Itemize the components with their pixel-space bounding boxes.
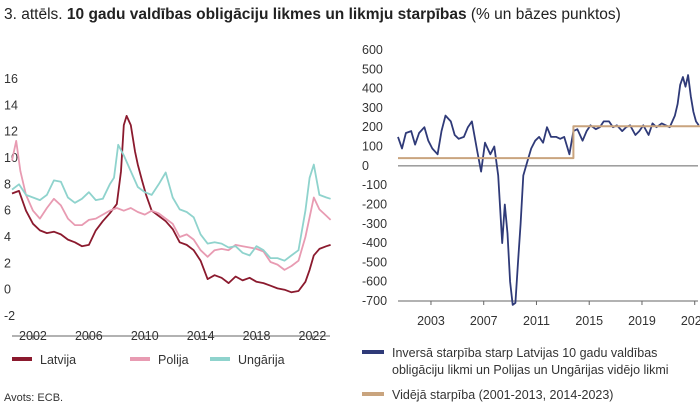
y-tick-label: -200 bbox=[362, 197, 387, 211]
x-tick-label: 2002 bbox=[19, 329, 47, 343]
chart-title: 3. attēls. 10 gadu valdības obligāciju l… bbox=[4, 6, 621, 24]
x-tick-label: 2023 bbox=[681, 314, 700, 328]
y-tick-label: -600 bbox=[362, 275, 387, 289]
legend-label-videja-starpiba-2001-201: Vidējā starpība (2001-2013, 2014-2023) bbox=[392, 388, 613, 402]
x-tick-label: 2018 bbox=[243, 329, 271, 343]
y-tick-label: 14 bbox=[4, 98, 18, 112]
series-line-videja-starpiba-2001-201 bbox=[398, 125, 700, 160]
y-tick-label: -400 bbox=[362, 236, 387, 250]
y-tick-label: 0 bbox=[362, 159, 369, 173]
legend-label-latvija: Latvija bbox=[40, 353, 76, 367]
legend-label-polija: Polija bbox=[158, 353, 189, 367]
y-tick-label: -2 bbox=[4, 309, 15, 323]
y-tick-label: 600 bbox=[362, 43, 383, 57]
y-tick-label: 500 bbox=[362, 62, 383, 76]
source-note: Avots: ECB. bbox=[4, 392, 64, 404]
title-prefix: 3. attēls. bbox=[4, 6, 67, 23]
y-tick-label: 100 bbox=[362, 140, 383, 154]
y-tick-label: 0 bbox=[4, 283, 11, 297]
y-tick-label: 12 bbox=[4, 125, 18, 139]
x-tick-label: 2007 bbox=[470, 314, 498, 328]
legend-label-ungarija: Ungārija bbox=[238, 353, 285, 367]
y-tick-label: 8 bbox=[4, 177, 11, 191]
series-line-latvija bbox=[11, 115, 331, 294]
y-tick-label: -100 bbox=[362, 178, 387, 192]
y-tick-label: -500 bbox=[362, 255, 387, 269]
x-tick-label: 2010 bbox=[131, 329, 159, 343]
y-tick-label: 200 bbox=[362, 120, 383, 134]
y-tick-label: 16 bbox=[4, 72, 18, 86]
y-tick-label: 300 bbox=[362, 101, 383, 115]
right-chart-spread: 600 500 400 300 200 100 0 -100 -200 -300 -400 -500 -… bbox=[362, 43, 700, 328]
y-tick-label: -300 bbox=[362, 217, 387, 231]
y-tick-label: 2 bbox=[4, 256, 11, 270]
y-tick-label: 10 bbox=[4, 151, 18, 165]
y-tick-label: -700 bbox=[362, 294, 387, 308]
title-suffix: (% un bāzes punktos) bbox=[466, 6, 621, 23]
x-tick-label: 2022 bbox=[299, 329, 327, 343]
x-tick-label: 2011 bbox=[523, 314, 550, 328]
x-tick-label: 2006 bbox=[75, 329, 103, 343]
left-chart-yields: -2 0 2 4 6 8 10 12 14 16 2002 2006 2010 2014 2018 2022 bbox=[4, 72, 332, 343]
legends: Latvija Polija Ungārija Inversā starpība st… bbox=[12, 346, 669, 402]
x-tick-label: 2014 bbox=[187, 329, 215, 343]
x-tick-label: 2003 bbox=[417, 314, 445, 328]
y-tick-label: 4 bbox=[4, 230, 11, 244]
x-tick-label: 2015 bbox=[575, 314, 603, 328]
title-bold: 10 gadu valdības obligāciju likmes un li… bbox=[66, 6, 467, 23]
legend-label-inversa-starpiba-starp-l: Inversā starpība starp Latvijas 10 gadu … bbox=[392, 346, 669, 377]
series-line-inversa-starpiba-starp-l bbox=[397, 74, 700, 306]
y-tick-label: 400 bbox=[362, 82, 383, 96]
x-tick-label: 2019 bbox=[628, 314, 656, 328]
y-tick-label: 6 bbox=[4, 204, 11, 218]
series-line-polija bbox=[11, 139, 332, 271]
series-line-ungarija bbox=[11, 143, 331, 262]
